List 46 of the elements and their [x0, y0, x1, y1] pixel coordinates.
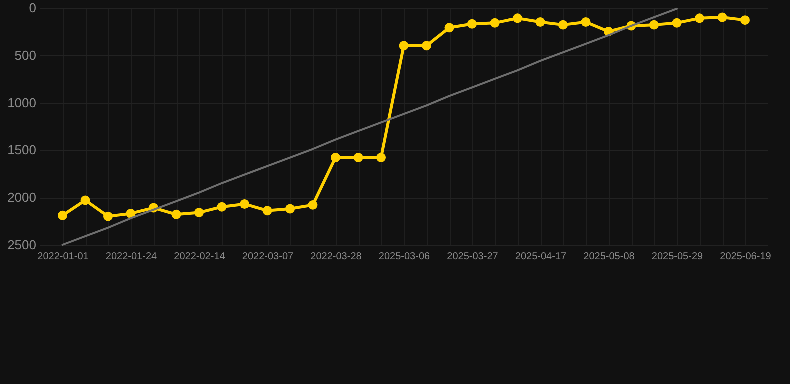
- y-tick-label: 1500: [8, 142, 36, 158]
- x-tick-label: 2025-05-08: [584, 252, 636, 262]
- point: [376, 153, 386, 163]
- x-tick-label: 2022-01-24: [106, 252, 158, 262]
- point: [672, 18, 682, 28]
- point: [718, 12, 728, 22]
- point: [240, 200, 250, 209]
- point: [104, 212, 113, 222]
- point: [422, 41, 432, 51]
- x-tick-label: 2025-06-19: [720, 252, 772, 262]
- point: [126, 208, 136, 218]
- x-tick-label: 2022-03-07: [242, 252, 294, 262]
- x-tick-label: 2025-04-17: [515, 252, 568, 262]
- point: [558, 20, 568, 30]
- point: [740, 16, 750, 26]
- y-tick-label: 2500: [8, 238, 36, 252]
- point: [58, 210, 68, 220]
- point: [286, 204, 295, 214]
- point: [513, 14, 522, 24]
- point: [468, 19, 477, 29]
- x-tick-label: 2025-05-29: [652, 252, 704, 262]
- x-tick-label: 2022-03-28: [310, 252, 362, 262]
- point: [536, 17, 546, 27]
- point: [581, 17, 591, 27]
- point: [80, 196, 90, 206]
- point: [695, 14, 704, 24]
- x-tick-label: 2022-01-01: [38, 252, 90, 262]
- line-series: [62, 8, 678, 246]
- point: [354, 153, 364, 163]
- x-tick-label: 2025-03-27: [447, 252, 499, 262]
- point: [399, 41, 409, 51]
- y-tick-label: 2000: [8, 190, 36, 206]
- point: [308, 200, 318, 210]
- point: [262, 206, 272, 216]
- point: [490, 18, 500, 28]
- point: [217, 202, 227, 212]
- y-tick-label: 500: [14, 48, 36, 63]
- x-tick-label: 2022-02-14: [174, 252, 226, 262]
- y-tick-label: 1000: [8, 95, 36, 110]
- point: [650, 20, 659, 30]
- point: [331, 153, 340, 163]
- point: [194, 208, 204, 218]
- point: [444, 23, 454, 33]
- y-tick-label: 0: [29, 0, 36, 16]
- x-tick-label: 2025-03-06: [378, 252, 431, 262]
- point: [172, 210, 182, 220]
